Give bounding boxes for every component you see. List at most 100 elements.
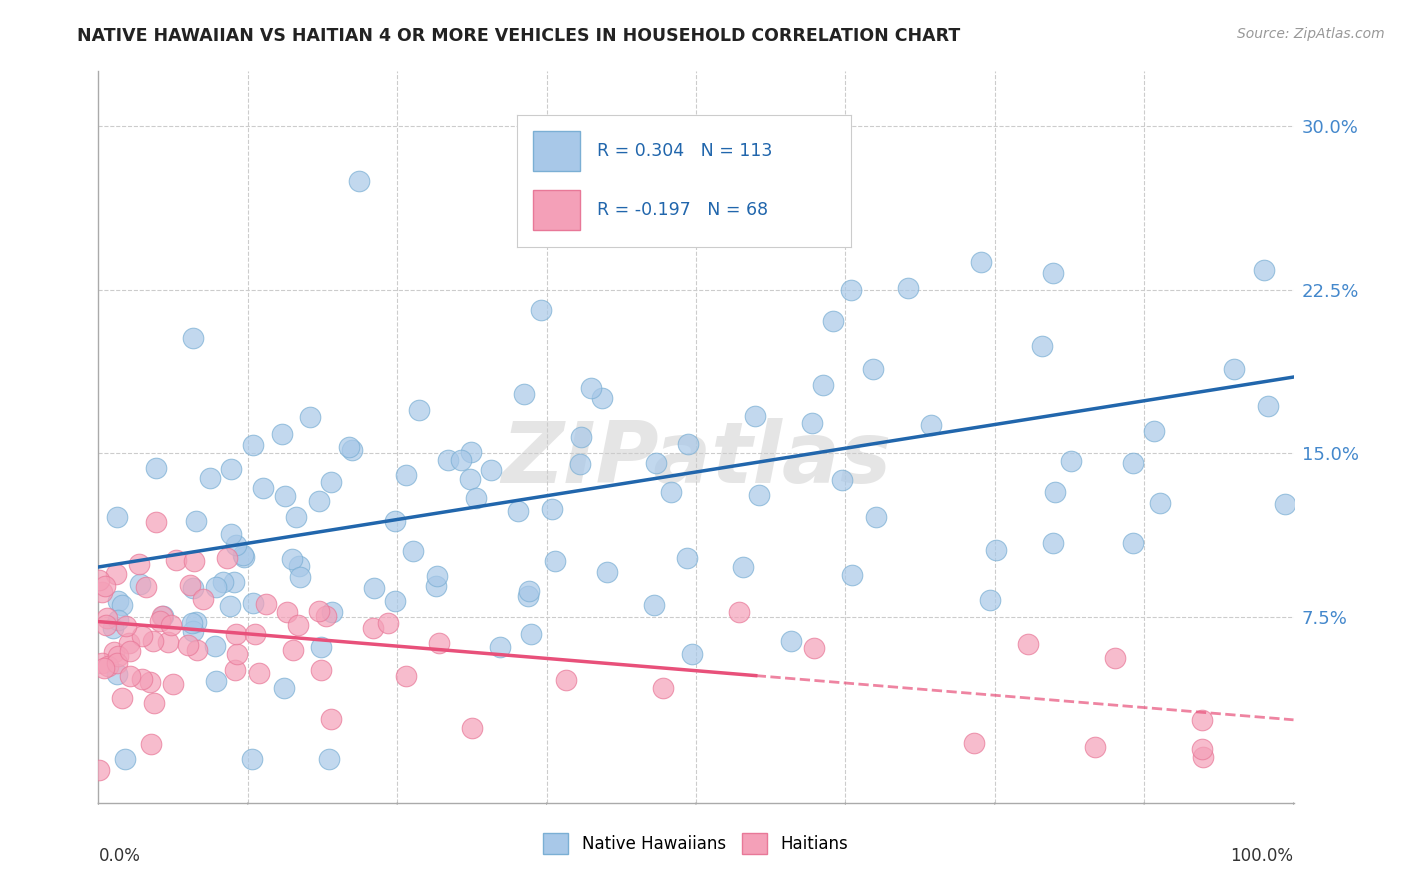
- Point: [145, 515, 167, 529]
- Point: [581, 381, 603, 395]
- Point: [139, 737, 162, 751]
- Point: [215, 551, 238, 566]
- Point: [218, 599, 240, 614]
- Text: NATIVE HAWAIIAN VS HAITIAN 4 OR MORE VEHICLES IN HOUSEHOLD CORRELATION CHART: NATIVE HAWAIIAN VS HAITIAN 4 OR MORE VEH…: [77, 27, 960, 45]
- Point: [222, 574, 245, 589]
- Point: [384, 594, 406, 608]
- Point: [242, 597, 264, 611]
- Point: [520, 627, 543, 641]
- Point: [91, 656, 114, 670]
- Point: [315, 609, 337, 624]
- Point: [652, 681, 675, 695]
- Point: [1017, 637, 1039, 651]
- Point: [118, 669, 141, 683]
- Point: [219, 527, 242, 541]
- Point: [225, 538, 247, 552]
- Point: [118, 644, 141, 658]
- Point: [963, 736, 986, 750]
- Point: [111, 690, 134, 705]
- Point: [569, 457, 592, 471]
- Point: [1104, 651, 1126, 665]
- Point: [198, 471, 221, 485]
- Point: [288, 570, 311, 584]
- Point: [247, 665, 270, 680]
- Point: [479, 463, 502, 477]
- Legend: Native Hawaiians, Haitians: Native Hawaiians, Haitians: [537, 827, 855, 860]
- Point: [107, 613, 129, 627]
- Point: [105, 666, 128, 681]
- Point: [920, 418, 942, 433]
- Point: [177, 638, 200, 652]
- Point: [425, 579, 447, 593]
- Point: [131, 629, 153, 643]
- Point: [240, 752, 263, 766]
- Point: [165, 553, 187, 567]
- Point: [569, 430, 592, 444]
- Point: [865, 509, 887, 524]
- Point: [114, 752, 136, 766]
- Point: [142, 634, 165, 648]
- Point: [309, 663, 332, 677]
- Point: [321, 605, 343, 619]
- Point: [150, 608, 173, 623]
- Point: [285, 509, 308, 524]
- Point: [839, 283, 862, 297]
- Point: [96, 611, 118, 625]
- Text: Source: ZipAtlas.com: Source: ZipAtlas.com: [1237, 27, 1385, 41]
- Point: [142, 696, 165, 710]
- Point: [94, 578, 117, 592]
- Point: [675, 550, 697, 565]
- Point: [1143, 424, 1166, 438]
- Point: [287, 618, 309, 632]
- Point: [1031, 339, 1053, 353]
- Point: [1122, 536, 1144, 550]
- Point: [1223, 362, 1246, 376]
- Point: [384, 514, 406, 528]
- Point: [105, 509, 128, 524]
- Point: [394, 669, 416, 683]
- Point: [162, 677, 184, 691]
- Point: [91, 584, 114, 599]
- Point: [204, 674, 226, 689]
- Point: [104, 566, 127, 581]
- Point: [727, 605, 749, 619]
- Point: [458, 472, 481, 486]
- Point: [340, 442, 363, 457]
- Point: [897, 281, 920, 295]
- Point: [181, 616, 204, 631]
- Point: [862, 361, 884, 376]
- Text: 0.0%: 0.0%: [98, 847, 141, 864]
- Point: [643, 598, 665, 612]
- Point: [1274, 497, 1296, 511]
- Point: [276, 606, 298, 620]
- Point: [145, 461, 167, 475]
- Point: [1042, 266, 1064, 280]
- Point: [530, 302, 553, 317]
- Point: [181, 581, 204, 595]
- Point: [1122, 456, 1144, 470]
- Point: [115, 619, 138, 633]
- Point: [361, 621, 384, 635]
- Point: [183, 554, 205, 568]
- Point: [160, 618, 183, 632]
- Point: [87, 763, 110, 777]
- Point: [811, 377, 834, 392]
- Point: [461, 721, 484, 735]
- Point: [450, 453, 472, 467]
- Point: [103, 645, 125, 659]
- Point: [107, 594, 129, 608]
- Point: [626, 141, 648, 155]
- Point: [94, 617, 117, 632]
- Point: [1149, 496, 1171, 510]
- Point: [298, 410, 321, 425]
- Point: [181, 624, 204, 639]
- Point: [254, 597, 277, 611]
- Point: [337, 440, 360, 454]
- Point: [436, 453, 458, 467]
- Point: [519, 584, 541, 599]
- Point: [242, 438, 264, 452]
- Point: [460, 445, 482, 459]
- Point: [105, 656, 128, 670]
- Point: [308, 605, 330, 619]
- Point: [823, 314, 845, 328]
